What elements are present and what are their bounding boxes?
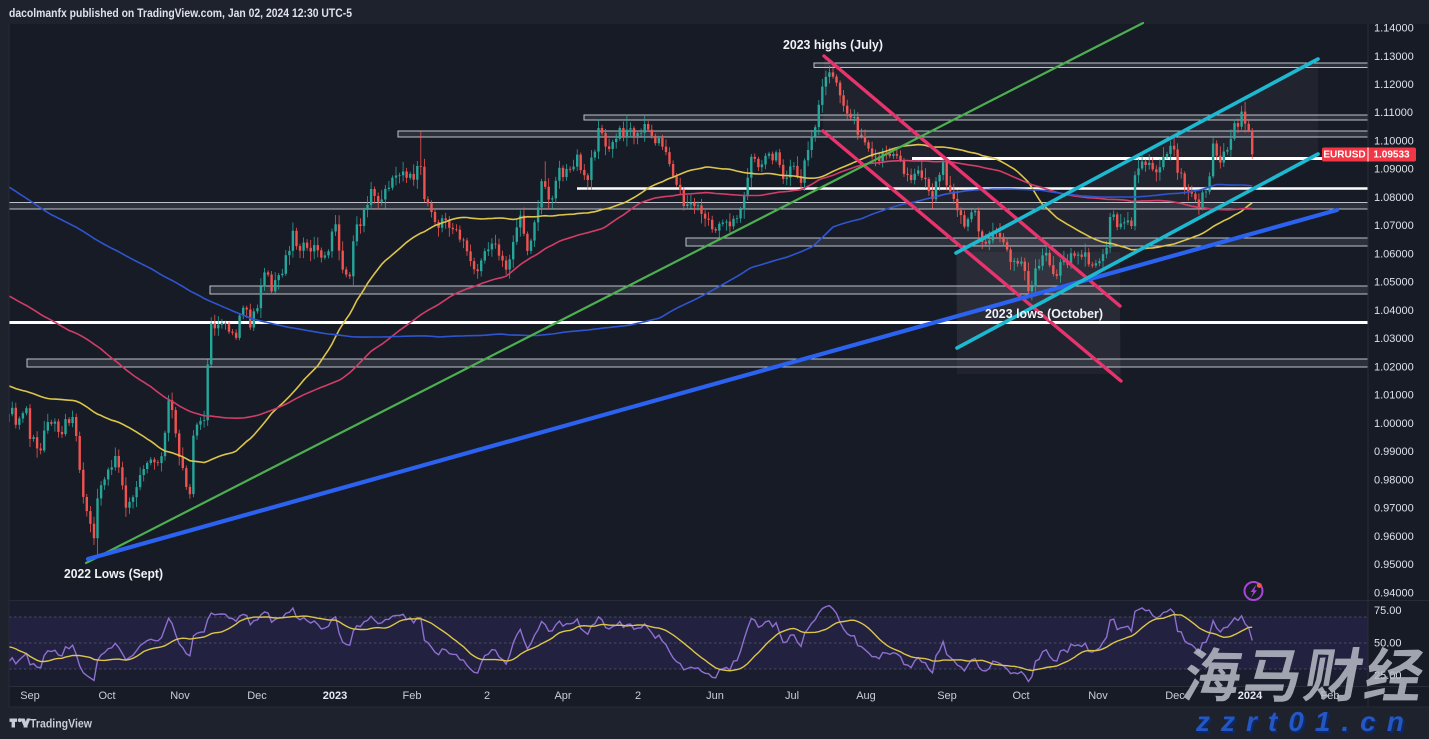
svg-text:Sep: Sep <box>937 690 957 702</box>
svg-text:1.11000: 1.11000 <box>1374 107 1413 119</box>
svg-text:1.14000: 1.14000 <box>1374 23 1414 35</box>
svg-text:0.98000: 0.98000 <box>1374 475 1414 487</box>
svg-text:Aug: Aug <box>856 690 876 702</box>
svg-text:dacolmanfx published on Tradin: dacolmanfx published on TradingView.com,… <box>9 6 352 20</box>
svg-text:Jun: Jun <box>706 690 724 702</box>
svg-text:Dec: Dec <box>1165 690 1185 702</box>
svg-text:75.00: 75.00 <box>1374 605 1402 617</box>
svg-text:1.08000: 1.08000 <box>1374 192 1414 204</box>
svg-text:zzrt01.cn: zzrt01.cn <box>1197 708 1417 739</box>
svg-text:2023 highs (July): 2023 highs (July) <box>783 38 883 52</box>
svg-text:0.99000: 0.99000 <box>1374 446 1414 458</box>
svg-text:1.02000: 1.02000 <box>1374 362 1414 374</box>
svg-text:EURUSD: EURUSD <box>1323 150 1365 161</box>
svg-text:2023 lows (October): 2023 lows (October) <box>985 307 1103 321</box>
svg-text:Nov: Nov <box>1088 690 1108 702</box>
svg-text:Sep: Sep <box>20 690 40 702</box>
svg-text:1.04000: 1.04000 <box>1374 305 1414 317</box>
svg-text:2: 2 <box>484 690 490 702</box>
svg-text:1.13000: 1.13000 <box>1374 51 1414 63</box>
svg-text:1.05000: 1.05000 <box>1374 277 1414 289</box>
svg-text:Apr: Apr <box>554 690 571 702</box>
svg-text:Feb: Feb <box>403 690 422 702</box>
svg-text:1.03000: 1.03000 <box>1374 333 1414 345</box>
svg-text:1.09533: 1.09533 <box>1373 150 1410 161</box>
svg-text:50.00: 50.00 <box>1374 638 1402 650</box>
svg-text:TradingView: TradingView <box>30 719 92 731</box>
svg-text:Oct: Oct <box>1012 690 1029 702</box>
svg-text:2023: 2023 <box>323 690 347 702</box>
svg-text:0.94000: 0.94000 <box>1374 588 1414 600</box>
svg-text:Nov: Nov <box>170 690 190 702</box>
svg-text:0.96000: 0.96000 <box>1374 531 1414 543</box>
svg-text:1.12000: 1.12000 <box>1374 79 1414 91</box>
svg-text:1.00000: 1.00000 <box>1374 418 1414 430</box>
svg-text:0.95000: 0.95000 <box>1374 559 1414 571</box>
svg-text:zzrt01.cn: zzrt01.cn <box>1195 706 1415 737</box>
svg-text:1.10000: 1.10000 <box>1374 136 1414 148</box>
svg-text:Dec: Dec <box>247 690 267 702</box>
svg-text:0.97000: 0.97000 <box>1374 503 1414 515</box>
svg-text:2022 Lows (Sept): 2022 Lows (Sept) <box>64 567 163 581</box>
svg-text:Oct: Oct <box>98 690 115 702</box>
svg-text:2024: 2024 <box>1238 690 1263 702</box>
svg-text:2: 2 <box>635 690 641 702</box>
svg-text:1.07000: 1.07000 <box>1374 220 1414 232</box>
svg-text:Jul: Jul <box>785 690 799 702</box>
svg-text:1.06000: 1.06000 <box>1374 249 1414 261</box>
svg-text:1.09000: 1.09000 <box>1374 164 1414 176</box>
svg-text:1.01000: 1.01000 <box>1374 390 1414 402</box>
